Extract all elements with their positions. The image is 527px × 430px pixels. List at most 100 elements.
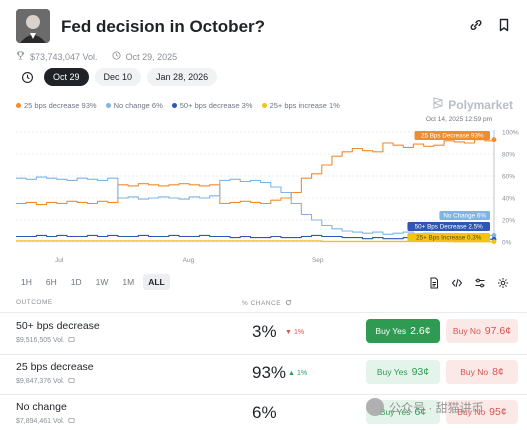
buy-yes-price: 6¢ [414,406,427,418]
buy-yes-button[interactable]: Buy Yes 2.6¢ [366,319,440,343]
buy-no-label: Buy No [457,407,486,417]
buy-no-label: Buy No [460,367,489,377]
outcome-name: No change [16,401,67,413]
date-tabs: Oct 29 Dec 10 Jan 28, 2026 [16,68,218,86]
end-date: Oct 29, 2025 [125,51,178,62]
date-tab-dec-10[interactable]: Dec 10 [94,68,142,86]
chance-change: ▼ 1% [285,329,304,336]
chance-change-value: 1% [296,370,308,377]
legend-dot [105,103,111,108]
outcome-column-label: OUTCOME [16,299,53,306]
brand-name: Polymarket [448,97,513,112]
outcome-chance: 6% [252,403,277,422]
series-end-label-box [414,131,490,140]
legend-item: No change 6% [105,101,163,110]
embed-code-icon[interactable] [451,276,463,288]
range-1d[interactable]: 1D [70,277,82,287]
buy-no-button[interactable]: Buy No 8¢ [446,360,518,384]
trophy-icon [16,51,25,62]
series-end-label-box [407,233,490,242]
chart-legend: 25 bps decrease 93% No change 6% 50+ bps… [16,101,340,110]
series-end-dot [491,233,497,238]
series-end-label: 25+ Bps Increase 0.3% [416,235,482,242]
buy-no-label: Buy No [452,326,481,336]
refresh-icon[interactable] [285,299,292,308]
outcome-row[interactable]: No change $7,894,461 Vol. 6% Buy Yes 6¢ … [0,395,527,430]
series-end-label: 50+ Bps Decrease 2.5% [415,224,483,231]
chance-change-value: 1% [293,329,305,336]
series-end-label-box [407,222,490,231]
outcome-volume: $7,894,461 Vol. [16,418,65,425]
outcome-name: 50+ bps decrease [16,320,100,332]
date-tab-jan-28[interactable]: Jan 28, 2026 [147,68,218,86]
legend-dot [171,103,177,108]
buy-no-button[interactable]: Buy No 97.6¢ [446,319,518,343]
outcome-row[interactable]: 25 bps decrease $9,847,376 Vol. 93% ▲ 1% … [0,355,527,395]
polymarket-icon [432,97,444,112]
range-1w[interactable]: 1W [95,277,109,287]
series-end-label-box [439,211,490,220]
y-tick-label: 60% [502,174,515,181]
x-tick-label: Sep [312,257,324,264]
series-end-label: 25 Bps Decrease 93% [421,133,484,140]
up-arrow-icon: ▲ [288,370,295,377]
y-tick-label: 20% [502,218,515,225]
divider [0,394,527,395]
polymarket-logo: Polymarket [432,97,513,112]
buy-yes-price: 93¢ [411,366,430,378]
range-all[interactable]: ALL [143,274,170,290]
info-icon [68,336,75,345]
buy-no-price: 97.6¢ [484,325,512,337]
legend-item: 50+ bps decrease 3% [171,101,253,110]
date-tab-oct-29[interactable]: Oct 29 [44,68,89,86]
bookmark-icon[interactable] [497,18,511,32]
legend-dot [16,103,21,108]
settings-sliders-icon[interactable] [474,276,486,288]
date-meta: Oct 29, 2025 [112,51,178,62]
hover-timestamp: Oct 14, 2025 12:59 pm [426,116,492,123]
range-1h[interactable]: 1H [21,277,32,287]
gear-icon[interactable] [497,276,509,288]
outcome-chance: 3% [252,322,277,341]
time-range-selector: 1H 6H 1D 1W 1M ALL [16,274,170,290]
outcome-chance: 93% [252,363,287,382]
legend-label: 50+ bps decrease 3% [179,101,253,110]
legend-dot [261,103,267,108]
y-tick-label: 40% [502,196,515,203]
divider [0,354,527,355]
series-end-dot [491,239,497,245]
series-end-label: No Change 6% [443,213,486,220]
document-icon[interactable] [428,276,440,289]
market-avatar [16,9,50,43]
range-1m[interactable]: 1M [122,277,135,287]
outcome-row[interactable]: 50+ bps decrease $9,516,505 Vol. 3% ▼ 1% … [0,314,527,354]
chance-change: ▲ 1% [288,370,307,377]
wechat-icon [366,398,384,416]
buy-no-button[interactable]: Buy No 95¢ [446,400,518,424]
series-line[interactable] [16,139,496,206]
y-tick-label: 100% [502,130,519,137]
outcome-volume: $9,847,376 Vol. [16,378,65,385]
market-title: Fed decision in October? [61,17,266,36]
buy-yes-label: Buy Yes [379,407,411,417]
legend-label: 25+ bps increase 1% [269,101,340,110]
buy-yes-button[interactable]: Buy Yes 93¢ [366,360,440,384]
legend-label: No change 6% [113,101,163,110]
history-button[interactable] [16,68,38,86]
probability-chart[interactable]: 100% 80% 60% 40% 20% 0% Jul Aug Sep Oct 14, 2025 … [0,112,527,267]
y-tick-label: 80% [502,152,515,159]
legend-label: 25 bps decrease 93% [24,101,97,110]
buy-yes-label: Buy Yes [376,367,408,377]
down-arrow-icon: ▼ [285,329,292,336]
market-header: Fed decision in October? [16,9,511,43]
divider [0,312,527,313]
clock-icon [112,51,121,62]
chance-column-label: % CHANCE [242,300,282,307]
buy-yes-label: Buy Yes [375,326,407,336]
buy-yes-price: 2.6¢ [410,325,431,337]
range-6h[interactable]: 6H [45,277,57,287]
legend-item: 25 bps decrease 93% [16,101,97,110]
series-line[interactable] [16,176,495,236]
link-icon[interactable] [469,18,483,32]
info-icon [68,377,75,386]
